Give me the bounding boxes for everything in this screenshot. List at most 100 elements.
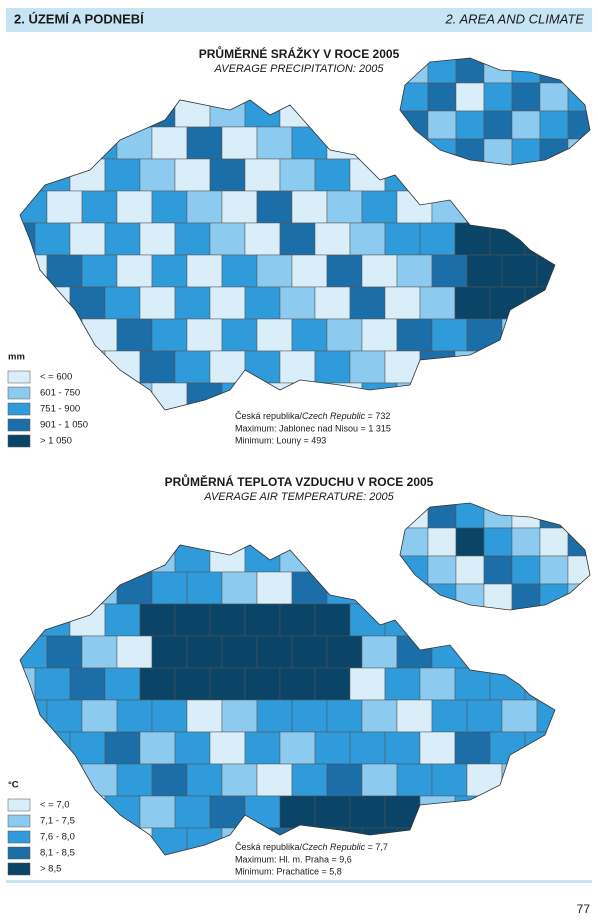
district: [454, 158, 491, 192]
district: [279, 603, 316, 637]
district: [501, 699, 538, 733]
inset-district: [455, 527, 485, 557]
district: [209, 603, 246, 637]
inset-district: [455, 138, 485, 165]
district: [326, 254, 363, 288]
district: [501, 254, 538, 288]
district: [186, 699, 223, 733]
district: [104, 603, 141, 637]
district: [314, 545, 351, 573]
district: [46, 126, 83, 160]
district: [244, 731, 281, 765]
legend-label: > 1 050: [40, 436, 72, 447]
district: [291, 382, 328, 410]
district: [20, 254, 48, 288]
district: [489, 222, 526, 256]
inset-district: [455, 503, 485, 529]
district: [151, 318, 188, 352]
map-title: PRŮMĚRNÁ TEPLOTA VZDUCHU V ROCE 2005: [165, 473, 434, 489]
district: [361, 763, 398, 797]
district: [221, 382, 258, 410]
inset-district: [455, 583, 485, 610]
district: [489, 731, 526, 765]
district: [20, 126, 48, 160]
district: [34, 731, 71, 765]
district: [396, 763, 433, 797]
inset-district: [511, 138, 541, 165]
inset-district: [455, 82, 485, 112]
district: [384, 603, 421, 637]
district: [221, 318, 258, 352]
district: [536, 635, 555, 669]
inset-district: [400, 58, 429, 84]
district: [116, 190, 153, 224]
legend-swatch: [7, 814, 31, 828]
district: [151, 190, 188, 224]
district: [419, 286, 456, 320]
district: [524, 350, 555, 384]
district: [104, 350, 141, 384]
district: [419, 603, 456, 637]
district: [81, 318, 118, 352]
district: [174, 795, 211, 829]
district: [384, 731, 421, 765]
legend-label: 7,6 - 8,0: [40, 832, 75, 843]
district: [384, 158, 421, 192]
legend-label: 601 - 750: [40, 388, 80, 399]
district: [524, 603, 555, 637]
inset: [400, 503, 590, 610]
district: [454, 603, 491, 637]
district: [244, 222, 281, 256]
district: [174, 286, 211, 320]
district: [151, 254, 188, 288]
district: [466, 382, 503, 410]
district: [361, 635, 398, 669]
inset-outline: [399, 57, 591, 166]
inset-district: [539, 583, 569, 610]
district: [174, 350, 211, 384]
legend-swatch: [7, 370, 31, 384]
note-part: = 732: [365, 411, 390, 421]
district: [431, 635, 468, 669]
district: [536, 827, 555, 855]
district: [536, 763, 555, 797]
district: [104, 545, 141, 573]
district: [431, 763, 468, 797]
district: [326, 190, 363, 224]
inset-district: [483, 583, 513, 610]
district: [326, 126, 363, 160]
district: [454, 286, 491, 320]
district: [326, 318, 363, 352]
inset-outline: [399, 502, 591, 611]
legend-swatch: [7, 418, 31, 432]
district: [151, 827, 188, 855]
district: [34, 158, 71, 192]
header-left: 2. ÚZEMÍ A PODNEBÍ: [14, 11, 144, 26]
district: [69, 667, 106, 701]
district: [244, 603, 281, 637]
district: [244, 795, 281, 829]
district: [244, 158, 281, 192]
district: [20, 545, 36, 573]
district: [384, 350, 421, 384]
district: [209, 731, 246, 765]
map: [19, 57, 591, 411]
district: [501, 827, 538, 855]
district: [431, 699, 468, 733]
district: [536, 318, 555, 352]
district: [314, 667, 351, 701]
district: [69, 100, 106, 128]
district: [256, 699, 293, 733]
district: [151, 763, 188, 797]
district: [186, 190, 223, 224]
district: [104, 100, 141, 128]
inset-district: [427, 503, 457, 529]
district: [221, 126, 258, 160]
district: [69, 795, 106, 829]
district: [116, 318, 153, 352]
district: [81, 571, 118, 605]
district: [291, 763, 328, 797]
district: [314, 603, 351, 637]
district: [291, 318, 328, 352]
district: [466, 190, 503, 224]
